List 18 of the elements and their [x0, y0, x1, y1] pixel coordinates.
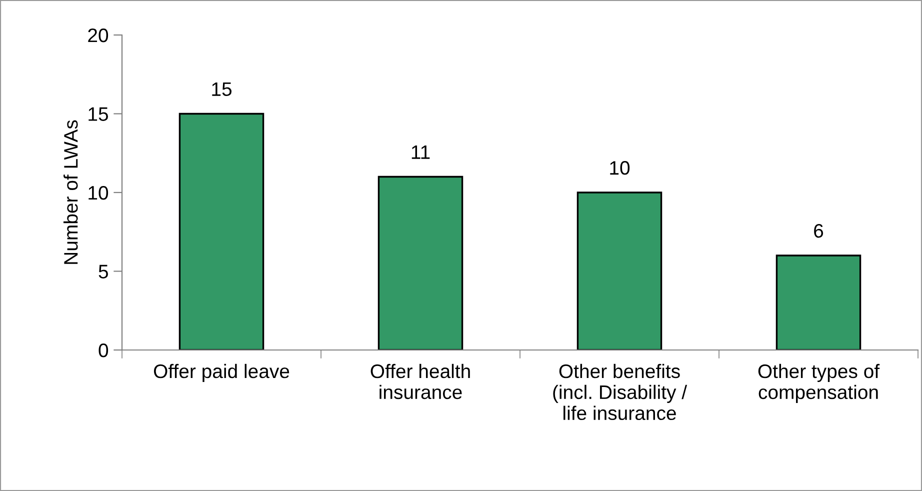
data-label: 10: [610, 161, 630, 175]
y-tick-label: 15: [88, 107, 108, 121]
data-label: 11: [412, 145, 430, 159]
y-tick-label: 5: [98, 264, 108, 278]
data-label: 6: [814, 224, 824, 238]
x-tick-label: Other types of compensation: [758, 364, 880, 403]
bar: [178, 112, 264, 350]
bar: [576, 192, 662, 350]
bar: [776, 254, 862, 350]
y-axis-title: Number of LWAs: [64, 120, 78, 264]
x-tick-label: Offer paid leave: [154, 364, 290, 382]
x-tick-label: Offer health insurance: [370, 364, 470, 400]
bar: [378, 176, 464, 350]
y-tick-label: 10: [88, 186, 108, 200]
data-label: 15: [212, 82, 232, 96]
y-tick-label: 20: [88, 28, 108, 42]
x-tick-label: Other benefits (incl. Disability / life insurance: [553, 364, 688, 420]
y-tick-label: 0: [98, 343, 108, 358]
